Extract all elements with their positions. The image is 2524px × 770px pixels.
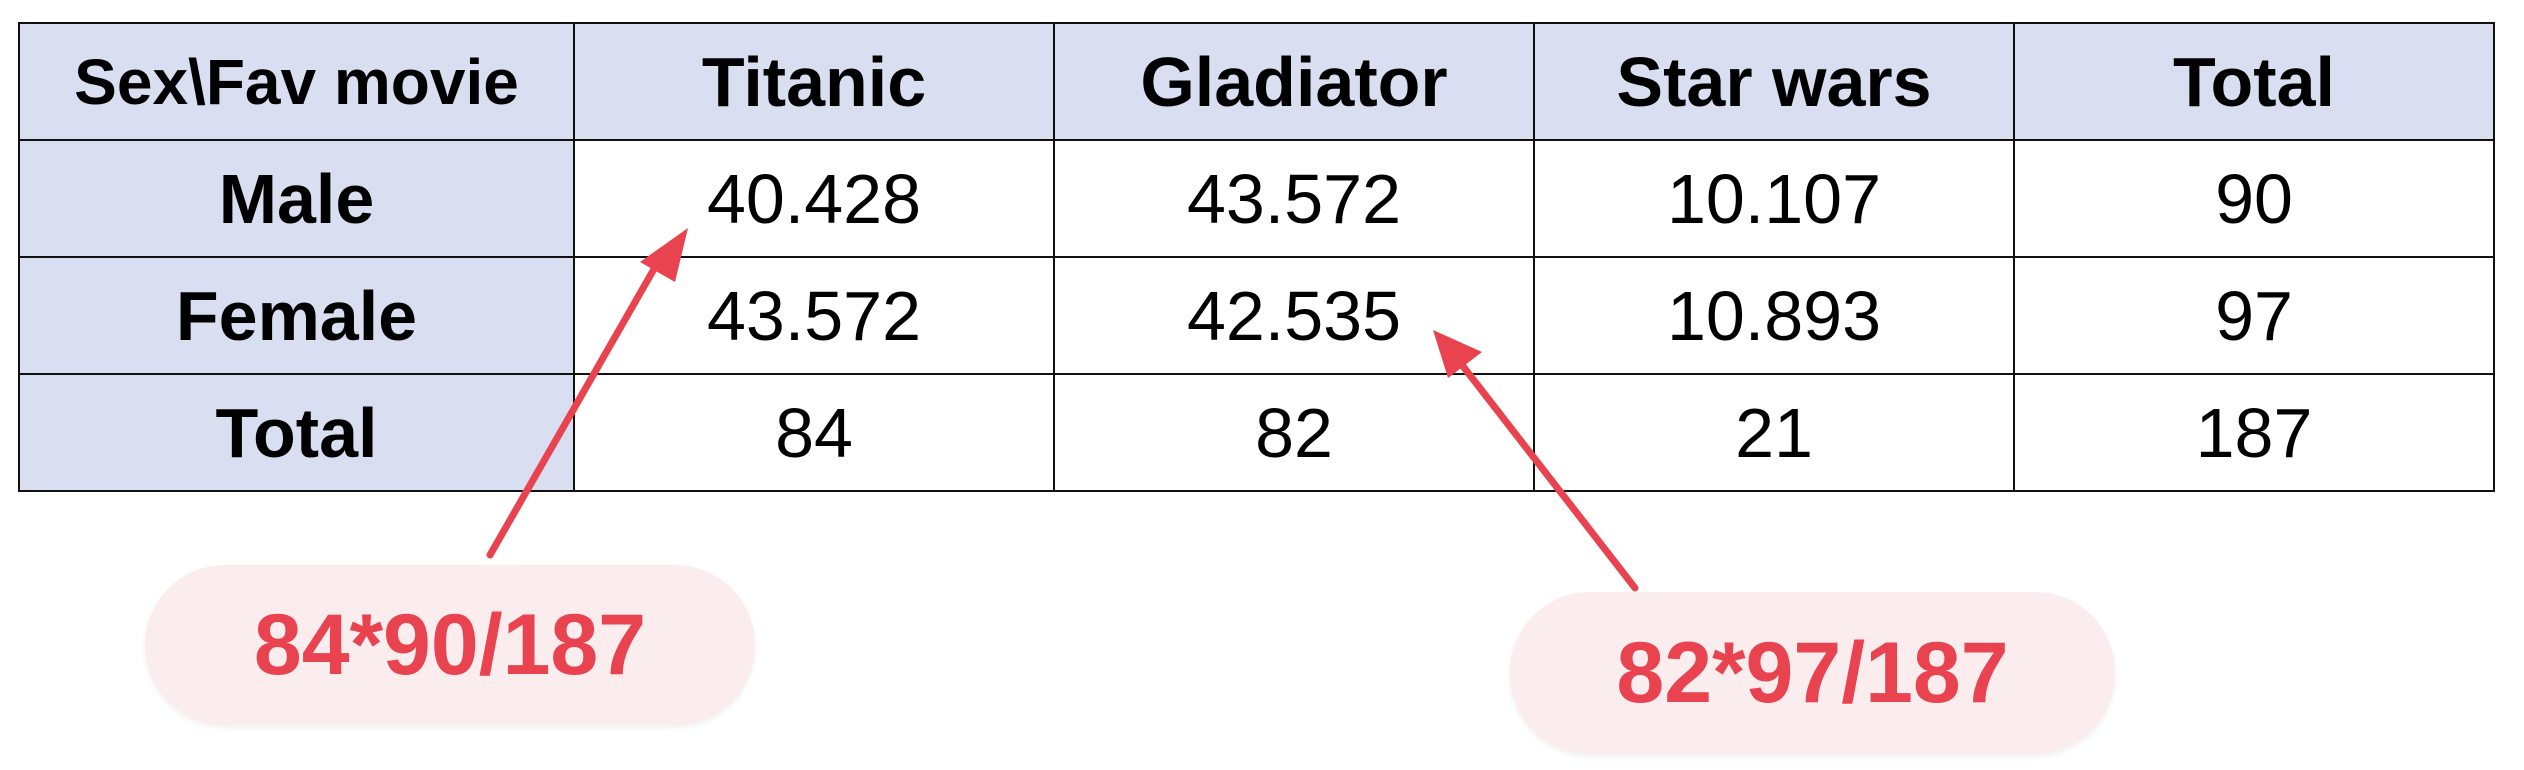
cell-female-total: 97 [2013, 256, 2495, 375]
cell-male-gladiator: 43.572 [1053, 139, 1535, 258]
cell-total-grand: 187 [2013, 373, 2495, 492]
cell-male-star-wars: 10.107 [1533, 139, 2015, 258]
cell-female-titanic: 43.572 [573, 256, 1055, 375]
row-header-total: Total [18, 373, 575, 492]
column-header-star-wars: Star wars [1533, 22, 2015, 141]
column-header-titanic: Titanic [573, 22, 1055, 141]
column-header-total: Total [2013, 22, 2495, 141]
arrow-right [1433, 330, 1639, 592]
column-header-gladiator: Gladiator [1053, 22, 1535, 141]
table-row-total: Total 84 82 21 187 [18, 373, 2495, 492]
arrow-left [486, 228, 688, 559]
cell-total-titanic: 84 [573, 373, 1055, 492]
table-row-female: Female 43.572 42.535 10.893 97 [18, 256, 2495, 375]
cell-male-total: 90 [2013, 139, 2495, 258]
formula-callout-left: 84*90/187 [145, 565, 755, 725]
cell-female-star-wars: 10.893 [1533, 256, 2015, 375]
row-header-female: Female [18, 256, 575, 375]
corner-header: Sex\Fav movie [18, 22, 575, 141]
cell-total-star-wars: 21 [1533, 373, 2015, 492]
row-header-male: Male [18, 139, 575, 258]
formula-callout-right: 82*97/187 [1510, 592, 2115, 754]
header-row: Sex\Fav movie Titanic Gladiator Star war… [18, 22, 2495, 141]
contingency-table: Sex\Fav movie Titanic Gladiator Star war… [18, 22, 2495, 492]
cell-total-gladiator: 82 [1053, 373, 1535, 492]
cell-male-titanic: 40.428 [573, 139, 1055, 258]
table-row-male: Male 40.428 43.572 10.107 90 [18, 139, 2495, 258]
